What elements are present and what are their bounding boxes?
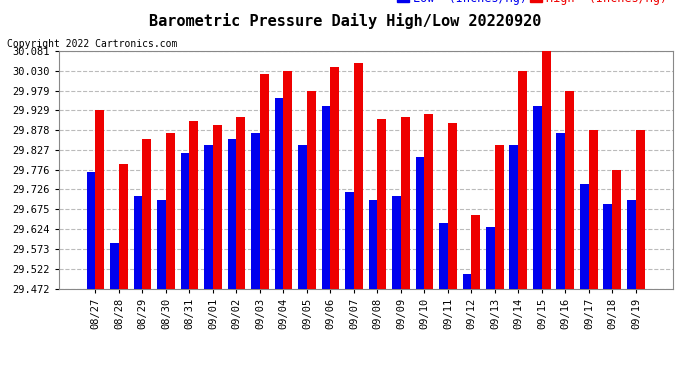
Bar	[86, 172, 95, 289]
Bar	[439, 223, 448, 289]
Bar	[190, 122, 199, 289]
Bar	[557, 133, 565, 289]
Bar	[448, 123, 457, 289]
Bar	[228, 139, 237, 289]
Bar	[354, 63, 363, 289]
Bar	[613, 170, 621, 289]
Bar	[95, 110, 104, 289]
Bar	[307, 90, 316, 289]
Bar	[204, 145, 213, 289]
Bar	[134, 196, 142, 289]
Bar	[275, 98, 284, 289]
Bar	[251, 133, 260, 289]
Bar	[166, 133, 175, 289]
Bar	[377, 120, 386, 289]
Bar	[284, 70, 293, 289]
Bar	[322, 106, 331, 289]
Bar	[237, 117, 246, 289]
Bar	[542, 51, 551, 289]
Bar	[213, 125, 222, 289]
Legend: Low  (Inches/Hg), High  (Inches/Hg): Low (Inches/Hg), High (Inches/Hg)	[397, 0, 667, 5]
Bar	[415, 157, 424, 289]
Bar	[627, 200, 636, 289]
Bar	[110, 243, 119, 289]
Bar	[368, 200, 377, 289]
Bar	[565, 90, 574, 289]
Text: Barometric Pressure Daily High/Low 20220920: Barometric Pressure Daily High/Low 20220…	[149, 13, 541, 29]
Bar	[157, 200, 166, 289]
Bar	[580, 184, 589, 289]
Bar	[518, 70, 527, 289]
Bar	[533, 106, 542, 289]
Bar	[392, 196, 401, 289]
Bar	[636, 130, 645, 289]
Bar	[181, 153, 190, 289]
Bar	[486, 227, 495, 289]
Bar	[331, 67, 339, 289]
Text: Copyright 2022 Cartronics.com: Copyright 2022 Cartronics.com	[7, 39, 177, 50]
Bar	[260, 75, 269, 289]
Bar	[471, 215, 480, 289]
Bar	[604, 204, 613, 289]
Bar	[298, 145, 307, 289]
Bar	[462, 274, 471, 289]
Bar	[401, 117, 410, 289]
Bar	[142, 139, 151, 289]
Bar	[495, 145, 504, 289]
Bar	[345, 192, 354, 289]
Bar	[509, 145, 518, 289]
Bar	[589, 130, 598, 289]
Bar	[424, 114, 433, 289]
Bar	[119, 164, 128, 289]
